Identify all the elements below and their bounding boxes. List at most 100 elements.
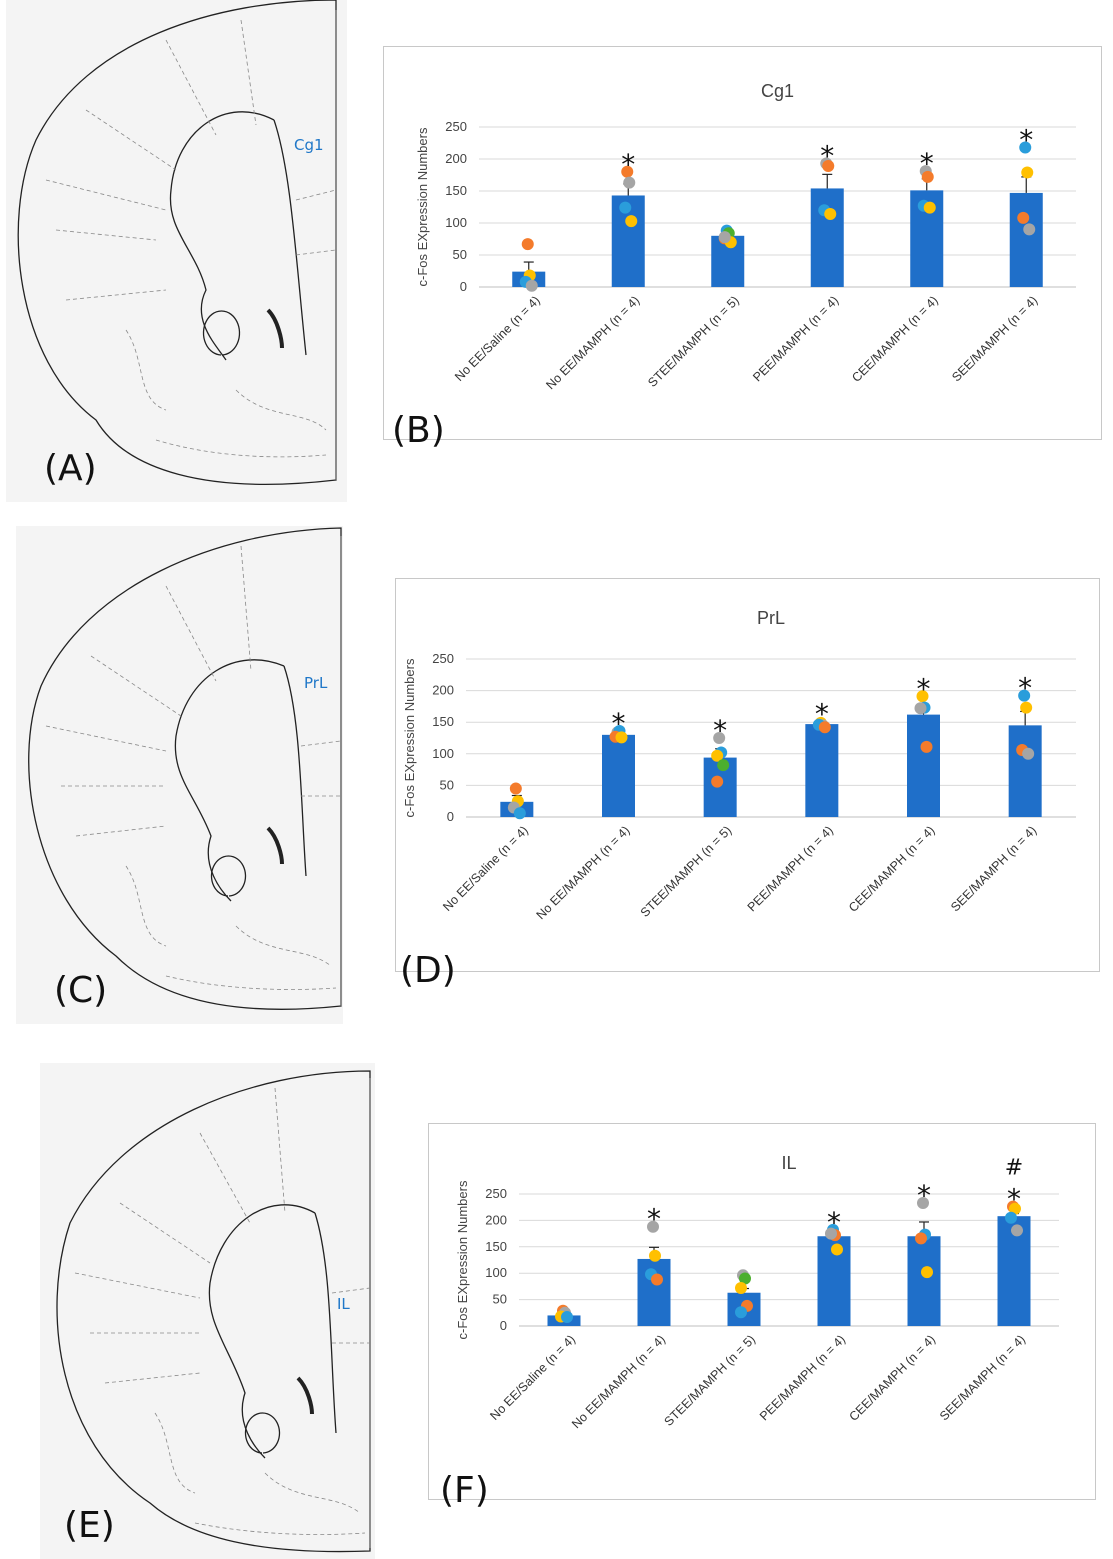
data-point bbox=[1020, 701, 1033, 714]
significance-marker: * bbox=[621, 148, 635, 181]
y-tick-label: 100 bbox=[432, 746, 454, 761]
brain-atlas-il: IL bbox=[40, 1063, 375, 1559]
data-point bbox=[525, 279, 538, 292]
panel-letter-c: (C) bbox=[54, 970, 108, 1011]
data-point bbox=[735, 1306, 747, 1319]
x-tick-label: No EE/MAMPH (n = 4) bbox=[543, 293, 642, 392]
y-tick-label: 100 bbox=[445, 215, 467, 230]
data-point bbox=[1017, 211, 1030, 224]
data-point bbox=[509, 782, 522, 795]
x-tick-label: SEE/MAMPH (n = 4) bbox=[948, 823, 1039, 914]
significance-marker: * bbox=[1018, 672, 1032, 705]
x-tick-label: No EE/MAMPH (n = 4) bbox=[534, 823, 633, 922]
bar bbox=[805, 724, 839, 817]
chart-title: PrL bbox=[757, 608, 785, 628]
data-point bbox=[619, 201, 632, 214]
y-axis-label: c-Fos EXpression Numbers bbox=[415, 127, 430, 286]
atlas-region-label: IL bbox=[337, 1295, 350, 1313]
x-tick-label: PEE/MAMPH (n = 4) bbox=[750, 293, 841, 384]
panel-letter-a: (A) bbox=[44, 448, 97, 489]
data-point bbox=[818, 721, 831, 734]
x-tick-label: SEE/MAMPH (n = 4) bbox=[949, 293, 1040, 384]
y-tick-label: 200 bbox=[485, 1212, 507, 1227]
x-tick-label: No EE/Saline (n = 4) bbox=[440, 823, 531, 914]
significance-marker: * bbox=[612, 707, 626, 740]
y-tick-label: 0 bbox=[460, 279, 467, 294]
chart-title: IL bbox=[781, 1153, 796, 1173]
data-point bbox=[916, 690, 929, 703]
data-point bbox=[822, 160, 835, 173]
bar bbox=[810, 188, 844, 287]
significance-marker: * bbox=[713, 714, 727, 747]
chart-prl: PrL c-Fos EXpression Numbers 0 50 100 150 200 2… bbox=[395, 578, 1100, 972]
coronal-section-drawing bbox=[56, 1070, 371, 1553]
significance-marker: * bbox=[920, 147, 934, 180]
x-tick-label: No EE/MAMPH (n = 4) bbox=[569, 1332, 668, 1431]
data-point bbox=[735, 1281, 747, 1294]
x-tick-label: STEE/MAMPH (n = 5) bbox=[645, 293, 742, 390]
data-point bbox=[1019, 141, 1032, 154]
x-tick-label: STEE/MAMPH (n = 5) bbox=[638, 823, 735, 920]
data-point bbox=[651, 1273, 663, 1286]
data-point bbox=[739, 1272, 751, 1285]
significance-marker: * bbox=[647, 1203, 661, 1236]
chart-il: IL c-Fos EXpression Numbers 0 50 100 150 200 25… bbox=[428, 1123, 1096, 1500]
chart-svg: Cg1 c-Fos EXpression Numbers 0 50 100 150 200 2… bbox=[415, 81, 1076, 392]
data-point bbox=[621, 165, 634, 178]
y-axis-label: c-Fos EXpression Numbers bbox=[402, 658, 417, 817]
data-point bbox=[1011, 1224, 1023, 1237]
data-point bbox=[717, 759, 730, 772]
data-point bbox=[1005, 1211, 1017, 1224]
atlas-region-label: PrL bbox=[304, 674, 328, 692]
data-point bbox=[623, 176, 636, 189]
y-axis-label: c-Fos EXpression Numbers bbox=[455, 1180, 470, 1339]
bar bbox=[637, 1258, 671, 1326]
chart-cg1: Cg1 c-Fos EXpression Numbers 0 50 100 150 200 2… bbox=[383, 46, 1102, 440]
data-point bbox=[521, 238, 534, 251]
y-tick-label: 0 bbox=[500, 1318, 507, 1333]
data-point bbox=[718, 231, 731, 244]
atlas-region-label: Cg1 bbox=[294, 136, 324, 154]
panel-letter-b: (B) bbox=[392, 410, 445, 451]
data-point bbox=[921, 170, 934, 183]
data-point bbox=[711, 775, 724, 788]
y-tick-label: 150 bbox=[445, 183, 467, 198]
x-tick-label: PEE/MAMPH (n = 4) bbox=[745, 823, 836, 914]
x-tick-label: CEE/MAMPH (n = 4) bbox=[849, 293, 941, 385]
data-point bbox=[825, 1227, 837, 1240]
chart-title: Cg1 bbox=[761, 81, 794, 101]
data-point bbox=[1021, 166, 1034, 179]
data-point bbox=[917, 1196, 929, 1209]
y-tick-label: 200 bbox=[445, 151, 467, 166]
data-point bbox=[923, 201, 936, 214]
significance-marker: * bbox=[1007, 1183, 1021, 1216]
data-point bbox=[625, 215, 638, 228]
y-tick-label: 150 bbox=[485, 1239, 507, 1254]
significance-marker: * bbox=[820, 139, 834, 172]
x-tick-label: PEE/MAMPH (n = 4) bbox=[757, 1332, 848, 1423]
coronal-section-drawing bbox=[17, 0, 337, 485]
bar bbox=[1008, 725, 1042, 817]
x-tick-label: STEE/MAMPH (n = 5) bbox=[662, 1332, 759, 1429]
x-tick-label: CEE/MAMPH (n = 4) bbox=[846, 1332, 938, 1424]
data-point bbox=[921, 1266, 933, 1279]
panel-letter-f: (F) bbox=[440, 1470, 489, 1511]
data-point bbox=[1018, 689, 1031, 702]
significance-marker: * bbox=[917, 672, 931, 705]
bar bbox=[602, 734, 635, 817]
x-tick-label: No EE/Saline (n = 4) bbox=[452, 293, 543, 384]
data-point bbox=[915, 1232, 927, 1245]
significance-marker: * bbox=[827, 1206, 841, 1239]
y-tick-label: 250 bbox=[445, 119, 467, 134]
bar bbox=[907, 714, 940, 817]
y-tick-label: 50 bbox=[440, 777, 454, 792]
y-tick-label: 250 bbox=[432, 651, 454, 666]
data-point bbox=[649, 1249, 661, 1262]
coronal-section-drawing bbox=[28, 527, 342, 1010]
significance-marker: * bbox=[815, 698, 829, 731]
chart-svg: PrL c-Fos EXpression Numbers 0 50 100 150 200 2… bbox=[402, 608, 1076, 922]
data-point bbox=[713, 732, 726, 744]
y-tick-label: 50 bbox=[453, 247, 467, 262]
data-point bbox=[914, 702, 927, 715]
chart-svg: IL c-Fos EXpression Numbers 0 50 100 150 200 25… bbox=[455, 1153, 1059, 1431]
